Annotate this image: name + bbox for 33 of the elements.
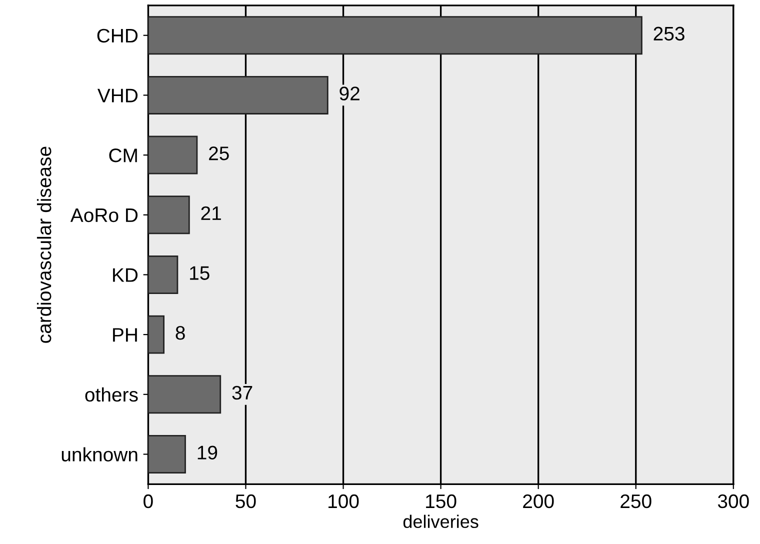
bar	[148, 76, 328, 114]
bar	[148, 196, 190, 234]
x-tick-label: 250	[620, 494, 652, 508]
data-label: 253	[654, 26, 684, 41]
x-tick-label: 0	[144, 494, 153, 508]
y-tick-label: CM	[109, 148, 137, 162]
bar	[148, 434, 186, 474]
x-tick-label: 150	[426, 494, 456, 508]
data-label: 25	[209, 146, 229, 160]
data-label: 15	[190, 266, 210, 280]
bar	[148, 315, 164, 354]
y-tick-label: KD	[113, 268, 138, 282]
x-tick-label: 200	[523, 494, 554, 508]
x-tick-label: 300	[718, 494, 749, 508]
data-label: 21	[201, 206, 221, 220]
bar	[148, 136, 198, 174]
data-label: 8	[176, 326, 185, 340]
x-axis-title: deliveries	[403, 514, 478, 528]
data-label: 37	[232, 386, 252, 400]
data-label: 19	[198, 446, 218, 460]
bar	[148, 16, 642, 55]
y-tick-label: others	[85, 387, 138, 402]
y-axis-title: cardiovascular disease	[36, 146, 52, 343]
y-tick-label: unknown	[62, 447, 138, 462]
y-tick-label: AoRo D	[70, 208, 138, 222]
bar	[148, 375, 222, 414]
data-label: 92	[340, 86, 360, 100]
bar	[148, 255, 178, 294]
y-tick-label: VHD	[98, 88, 138, 102]
x-tick-label: 100	[328, 494, 359, 508]
x-tick-label: 50	[236, 494, 256, 508]
y-tick-label: PH	[113, 328, 137, 342]
y-tick-label: CHD	[97, 28, 138, 43]
